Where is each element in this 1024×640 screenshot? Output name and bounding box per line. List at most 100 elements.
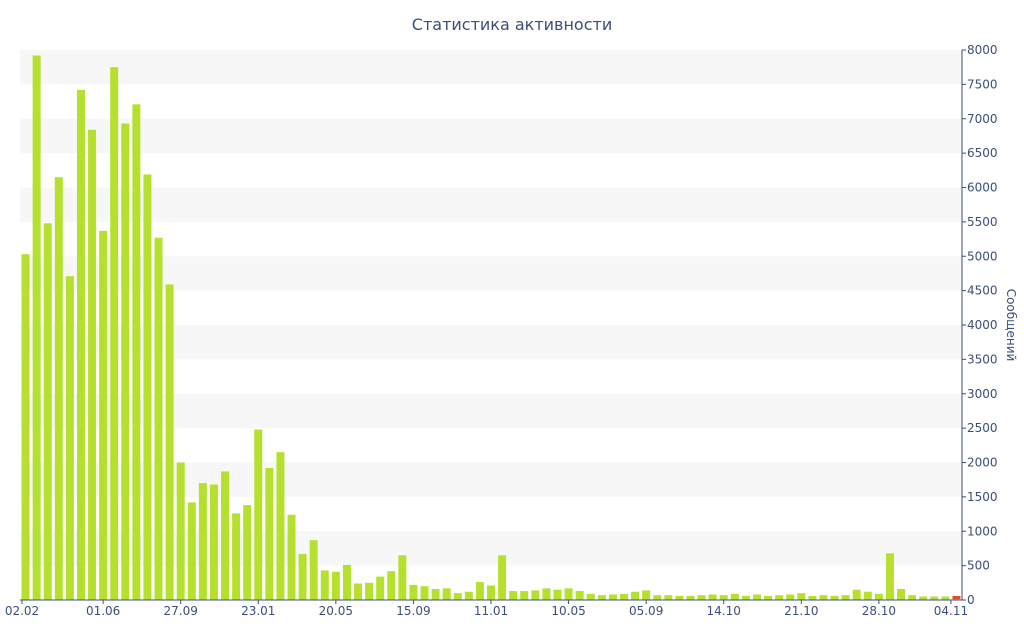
bar	[365, 582, 374, 600]
chart-title: Статистика активности	[412, 15, 612, 34]
bar	[309, 540, 318, 600]
bar	[697, 595, 706, 600]
bar	[575, 591, 584, 600]
grid-band	[20, 187, 962, 222]
x-tick-label: 20.05	[319, 604, 353, 618]
bar	[664, 595, 673, 600]
bar	[398, 555, 407, 600]
bar	[464, 591, 473, 600]
x-tick-label: 15.09	[396, 604, 430, 618]
bar	[221, 471, 230, 600]
bar	[564, 588, 573, 600]
bar	[797, 593, 806, 601]
x-tick-label: 01.06	[86, 604, 120, 618]
y-axis-ticks: 0 500 1000 1500 2000 2500 3000 3500 4000 4500 5000…	[962, 43, 998, 607]
bar	[908, 595, 917, 600]
bar	[542, 588, 551, 600]
bar	[686, 595, 695, 601]
bar	[331, 571, 340, 600]
bar	[741, 595, 750, 601]
bar	[198, 483, 207, 601]
bar	[631, 591, 640, 600]
x-tick-label: 04.11	[934, 604, 968, 618]
bar	[176, 462, 185, 600]
bar	[852, 589, 861, 600]
bar	[99, 230, 108, 600]
bar	[653, 595, 662, 600]
bar	[531, 590, 540, 601]
bar	[885, 553, 894, 600]
bar	[819, 595, 828, 600]
bar	[509, 591, 518, 600]
grid-band	[20, 325, 962, 360]
y-tick-label: 3500	[967, 352, 998, 366]
bar	[642, 590, 651, 601]
bar	[287, 514, 296, 600]
bar	[453, 593, 462, 601]
grid-band	[20, 50, 962, 85]
y-tick-label: 0	[967, 593, 975, 607]
bar	[752, 594, 761, 600]
bar	[442, 588, 451, 600]
bar	[874, 593, 883, 600]
x-tick-label: 27.09	[164, 604, 198, 618]
bar	[675, 595, 684, 601]
bar	[897, 589, 906, 600]
bar	[498, 555, 507, 600]
bar	[54, 177, 63, 600]
y-tick-label: 500	[967, 559, 990, 573]
y-tick-label: 2000	[967, 456, 998, 470]
bar	[187, 502, 196, 601]
bar-series	[21, 55, 961, 601]
bar	[254, 429, 263, 600]
y-tick-label: 4500	[967, 284, 998, 298]
bar	[110, 67, 119, 600]
x-tick-label: 28.10	[862, 604, 896, 618]
bar	[387, 571, 396, 601]
bar	[121, 123, 130, 600]
bar	[88, 129, 97, 600]
bar	[808, 595, 817, 601]
x-tick-label: 10.05	[551, 604, 585, 618]
bar	[132, 104, 141, 600]
bar	[863, 591, 872, 600]
bar	[354, 583, 362, 600]
bar	[265, 468, 274, 600]
bar	[409, 584, 418, 601]
bar	[520, 591, 529, 600]
x-axis-ticks: 02.02 01.06 27.09 23.01 20.05 15.09 11.01 10.05…	[5, 600, 968, 618]
x-tick-label: 05.09	[629, 604, 663, 618]
x-tick-label: 02.02	[5, 604, 39, 618]
y-tick-label: 1500	[967, 490, 998, 504]
bar	[431, 589, 440, 600]
grid-band	[20, 118, 962, 154]
bar	[620, 593, 628, 600]
bar	[941, 596, 950, 600]
y-tick-label: 6500	[967, 146, 998, 160]
bar	[775, 595, 784, 600]
bar	[930, 596, 939, 600]
bar	[608, 594, 617, 600]
bar	[376, 576, 385, 601]
bar	[43, 223, 52, 600]
y-tick-label: 1000	[967, 524, 998, 538]
bar	[276, 452, 285, 600]
bar	[919, 596, 928, 600]
bar	[830, 595, 839, 601]
bar	[342, 564, 351, 600]
bar	[841, 595, 850, 600]
bar	[209, 484, 218, 600]
y-tick-label: 5500	[967, 215, 998, 229]
y-tick-label: 5000	[967, 249, 998, 263]
bar	[298, 553, 307, 600]
bar	[786, 594, 795, 600]
bar	[586, 593, 595, 600]
bar	[232, 513, 241, 601]
bar	[21, 254, 30, 600]
y-tick-label: 2500	[967, 421, 998, 435]
grid-band	[20, 256, 962, 291]
bar	[730, 593, 739, 600]
bar	[719, 595, 728, 600]
bar	[320, 570, 329, 600]
